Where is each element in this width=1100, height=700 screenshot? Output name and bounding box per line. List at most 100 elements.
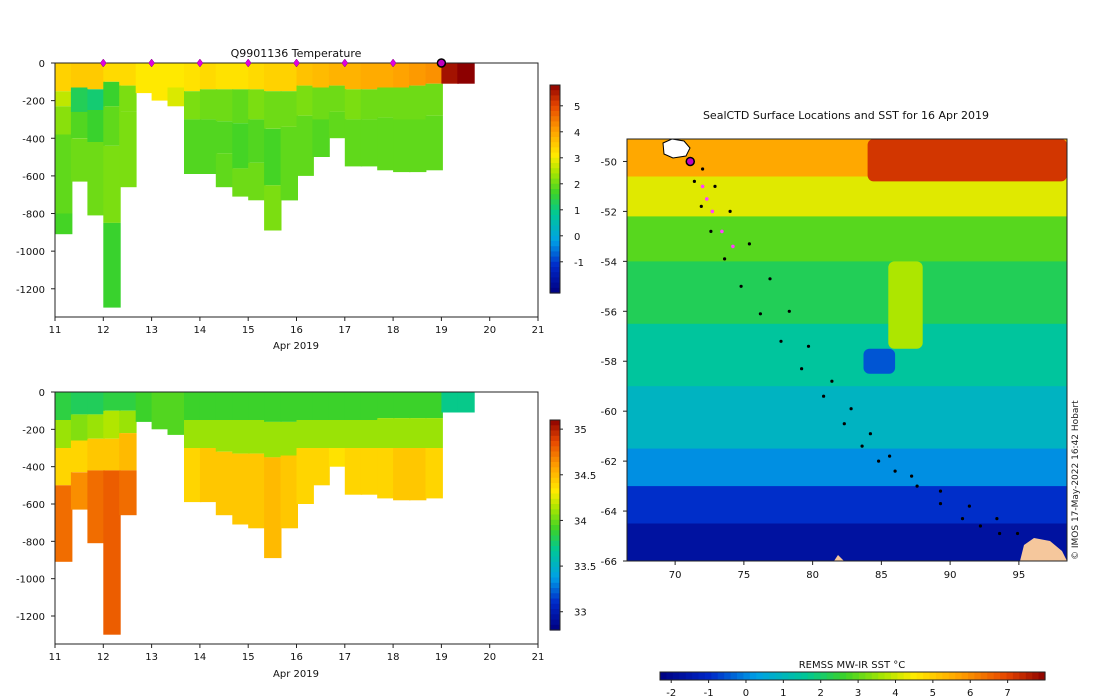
profile-cell <box>184 91 202 120</box>
colorbar-segment <box>550 199 560 206</box>
colorbar-segment <box>550 451 560 458</box>
sst-colorbar-segment <box>1000 672 1008 680</box>
track-point <box>787 309 791 313</box>
sst-colorbar-segment <box>794 672 802 680</box>
colorbar-segment <box>550 430 560 437</box>
profile-cell <box>296 392 314 420</box>
sst-band <box>627 261 1067 325</box>
y-tick-label: -1000 <box>16 247 45 258</box>
profile-cell <box>87 414 105 439</box>
sst-colorbar-segment <box>762 672 770 680</box>
colorbar-segment <box>550 173 560 180</box>
track-point <box>910 474 914 478</box>
profile-cell <box>119 392 137 411</box>
map-title: SealCTD Surface Locations and SST for 16… <box>703 109 989 122</box>
track-point <box>728 209 732 213</box>
x-tick-label: 17 <box>338 652 351 663</box>
x-tick-label: 15 <box>242 652 255 663</box>
colorbar-segment <box>550 582 560 589</box>
temperature-colorbar: 5 4 3 2 1 0 -1 <box>549 84 584 294</box>
sst-colorbar-segment <box>660 672 667 680</box>
colorbar-segment <box>550 251 560 258</box>
profile-cell <box>328 420 347 448</box>
lat-tick-label: -60 <box>601 407 617 418</box>
profile-cell <box>70 414 89 441</box>
colorbar-segment <box>550 220 560 226</box>
sst-colorbar-segment <box>878 672 886 680</box>
colorbar-segment <box>550 540 560 547</box>
profile-cell <box>457 392 475 413</box>
profile-cell <box>248 162 266 201</box>
profile-cell <box>264 128 282 186</box>
sst-colorbar-segment <box>1019 672 1027 680</box>
salinity-y-axis: 0 -200 -400 -600 -800 -1000 -1200 <box>16 388 55 623</box>
profile-cell <box>425 83 443 116</box>
y-tick-label: -400 <box>22 134 45 145</box>
colorbar-segment <box>550 256 560 263</box>
colorbar-segment <box>550 561 560 568</box>
sst-colorbar-tick-label: 5 <box>930 688 936 699</box>
track-point <box>960 517 965 521</box>
temperature-x-label: Apr 2019 <box>273 341 319 352</box>
sst-colorbar-segment <box>743 672 751 680</box>
profile-cell <box>184 63 202 92</box>
sst-colorbar-segment <box>826 672 834 680</box>
profile-cell <box>280 91 298 127</box>
colorbar-segment <box>550 152 560 159</box>
colorbar-segment <box>550 446 560 453</box>
profile-cell <box>393 392 411 419</box>
colorbar-segment <box>550 241 560 247</box>
colorbar-segment <box>550 209 560 216</box>
sst-colorbar-segment <box>852 672 860 680</box>
profile-cell <box>70 138 89 182</box>
colorbar-segment <box>550 105 560 112</box>
profile-cell <box>344 420 363 448</box>
track-point <box>915 484 919 488</box>
y-tick-label: -600 <box>22 500 45 511</box>
sst-colorbar-segment <box>961 672 969 680</box>
colorbar-segment <box>550 287 560 294</box>
sst-colorbar-segment <box>769 672 777 680</box>
lat-tick-label: -66 <box>601 557 617 568</box>
sst-colorbar-segment <box>717 672 725 680</box>
profile-cell <box>296 448 314 504</box>
sst-colorbar-tick-label: 7 <box>1004 688 1010 699</box>
track-point <box>888 454 892 458</box>
sst-colorbar-segment <box>801 672 809 680</box>
profile-cell <box>151 63 169 101</box>
profile-cell <box>441 63 459 84</box>
sst-band <box>627 323 1067 387</box>
profile-cell <box>103 410 121 439</box>
profile-cell <box>264 185 282 231</box>
profile-cell <box>393 87 411 120</box>
sst-colorbar-segment <box>679 672 687 680</box>
colorbar-segment <box>550 100 560 107</box>
profile-cell <box>55 91 73 107</box>
sst-band <box>627 216 1067 262</box>
profile-cell <box>393 418 411 448</box>
sst-warm-tongue <box>888 261 923 349</box>
colorbar-segment <box>550 230 560 237</box>
lon-tick-label: 75 <box>738 570 751 581</box>
colorbar-segment <box>550 525 560 531</box>
sst-colorbar-segment <box>781 672 789 680</box>
profile-cell <box>55 392 73 420</box>
colorbar-tick-label: 4 <box>574 128 580 139</box>
profile-cell <box>409 85 427 120</box>
profile-cell <box>87 392 105 415</box>
sst-colorbar-segment <box>929 672 937 680</box>
surface-location-marker <box>389 58 397 68</box>
x-tick-label: 14 <box>194 652 207 663</box>
profile-cell <box>312 63 330 88</box>
profile-cell <box>215 451 234 516</box>
colorbar-segment <box>550 504 560 510</box>
profile-cell <box>248 392 266 420</box>
sst-colorbar-segment <box>1012 672 1020 680</box>
profile-cell <box>184 448 202 503</box>
sst-colorbar-segment <box>788 672 796 680</box>
profile-cell <box>199 392 218 420</box>
sst-colorbar-segment <box>903 672 911 680</box>
salinity-x-axis: 11 12 13 14 15 16 17 18 19 20 21 <box>49 644 544 663</box>
profile-cell <box>280 63 298 92</box>
